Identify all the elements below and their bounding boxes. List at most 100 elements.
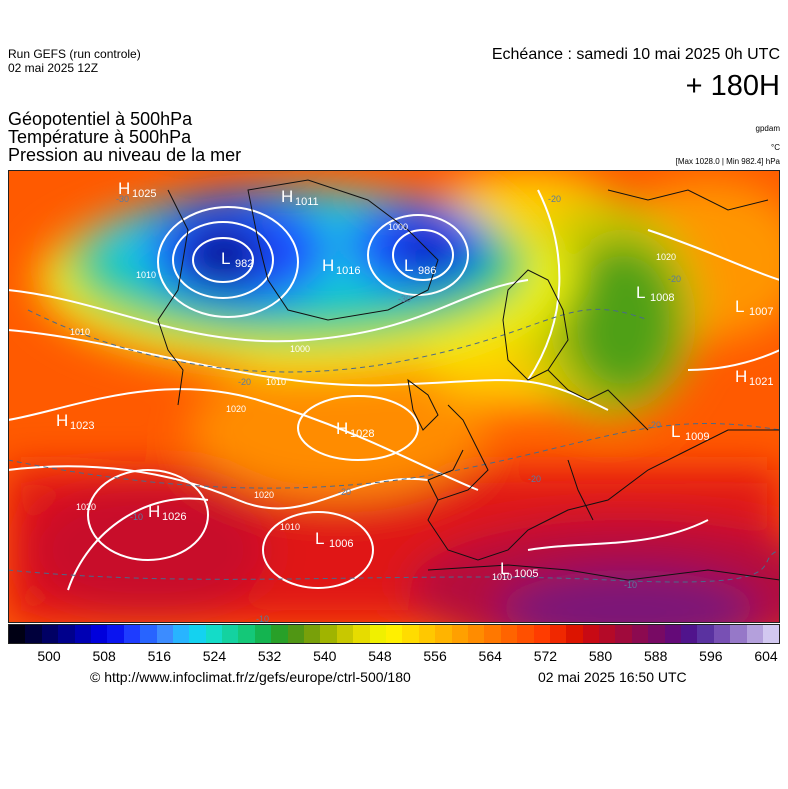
colorbar-swatch [320, 625, 337, 643]
colorbar-swatch [615, 625, 632, 643]
temp-label: -20 [668, 274, 681, 284]
svg-text:L: L [315, 529, 324, 548]
svg-text:1007: 1007 [749, 306, 773, 318]
svg-text:H: H [148, 502, 160, 521]
svg-text:H: H [56, 411, 68, 430]
temp-label: -30 [116, 194, 129, 204]
colorbar-tick-label: 556 [423, 648, 447, 664]
colorbar-tick-label: 540 [313, 648, 337, 664]
colorbar-swatch [435, 625, 452, 643]
colorbar-swatch [697, 625, 714, 643]
temp-label: -10 [130, 512, 143, 522]
svg-text:1006: 1006 [329, 538, 353, 550]
colorbar-tick-label: 532 [257, 648, 282, 664]
center-h-1016: H 1016 [322, 256, 360, 277]
isobar-label: 1010 [70, 327, 90, 337]
colorbar-swatch [648, 625, 665, 643]
svg-text:H: H [336, 419, 348, 438]
svg-text:L: L [671, 422, 680, 441]
colorbar-swatch [517, 625, 534, 643]
colorbar-tick-label: 524 [202, 648, 227, 664]
isobar-label: 1000 [290, 344, 310, 354]
temperature-value-labels: -30 -20 -20 -20 -20 -30 -20 -10 -10 -20 … [116, 194, 681, 623]
colorbar-tick-label: 508 [92, 648, 116, 664]
unit-gpdam: gpdam [755, 124, 780, 133]
lead-time: + 180H [685, 70, 780, 102]
colorbar-swatch [25, 625, 42, 643]
colorbar-swatch [451, 625, 468, 643]
isobar-label: 1020 [254, 490, 274, 500]
colorbar-swatch [369, 625, 386, 643]
colorbar-tick-label: 564 [478, 648, 502, 664]
run-date: 02 mai 2025 12Z [8, 61, 99, 75]
svg-text:1025: 1025 [132, 188, 156, 200]
colorbar-swatch [189, 625, 206, 643]
isobar-label: 1020 [226, 404, 246, 414]
svg-text:1011: 1011 [295, 196, 319, 208]
isobar-label: 1010 [492, 572, 512, 582]
isobar-label: 1020 [656, 252, 676, 262]
colorbar-ticks: 500 508 516 524 532 540 548 556 564 572 580 588 596 6… [8, 648, 780, 668]
center-h-1026: H 1026 [148, 502, 186, 523]
svg-text:986: 986 [418, 265, 436, 277]
isobars [8, 189, 780, 591]
colorbar-swatch [418, 625, 436, 643]
colorbar-swatch [74, 625, 91, 643]
colorbar-swatch [533, 625, 550, 643]
isobar-label: 1010 [266, 377, 286, 387]
colorbar-swatch [582, 625, 600, 643]
center-h-1023: H 1023 [56, 411, 94, 432]
run-name: Run GEFS (run controle) [8, 47, 141, 61]
isobar-label: 1010 [280, 522, 300, 532]
map-titles: Géopotentiel à 500hPa Température à 500h… [8, 110, 241, 164]
colorbar-swatch [123, 625, 141, 643]
svg-text:1008: 1008 [650, 292, 674, 304]
center-h-1025: H 1025 [118, 179, 156, 200]
center-l-1009: L 1009 [671, 422, 709, 443]
colorbar-swatch [681, 625, 698, 643]
center-h-1028: H 1028 [336, 419, 374, 440]
isobar-label: 1000 [388, 222, 408, 232]
temp-label: -20 [338, 487, 351, 497]
svg-text:L: L [735, 297, 744, 316]
colorbar [8, 624, 780, 644]
svg-text:982: 982 [235, 258, 253, 270]
svg-text:1009: 1009 [685, 431, 709, 443]
center-h-1011: H 1011 [281, 187, 319, 208]
colorbar-tick-label: 588 [644, 648, 668, 664]
colorbar-tick-label: 604 [754, 648, 778, 664]
svg-text:H: H [735, 367, 747, 386]
colorbar-swatch [304, 625, 321, 643]
colorbar-swatch [730, 625, 747, 643]
isobar-value-labels: 1010 1000 1020 1010 1010 1000 1020 1020 … [70, 222, 676, 582]
copyright-source: © http://www.infoclimat.fr/z/gefs/europe… [90, 669, 411, 685]
map-frame [8, 170, 780, 623]
colorbar-swatch [664, 625, 682, 643]
center-l-1005: L 1005 [500, 559, 538, 580]
colorbar-swatch [205, 625, 223, 643]
title-temperature: Température à 500hPa [8, 127, 192, 147]
colorbar-swatch [271, 625, 288, 643]
svg-text:H: H [281, 187, 293, 206]
center-l-1008: L 1008 [636, 283, 674, 304]
colorbar-tick-label: 596 [699, 648, 723, 664]
colorbar-tick-label: 572 [533, 648, 558, 664]
svg-text:H: H [322, 256, 334, 275]
isobar-label: 1020 [76, 502, 96, 512]
colorbar-swatch [58, 625, 75, 643]
svg-text:1028: 1028 [350, 428, 374, 440]
temp-label: -30 [398, 294, 411, 304]
center-l-982: L 982 [221, 249, 253, 270]
svg-text:L: L [500, 559, 509, 578]
generated-time: 02 mai 2025 16:50 UTC [538, 669, 687, 685]
center-h-1021: H 1021 [735, 367, 773, 388]
colorbar-swatch [353, 625, 370, 643]
geopotential-field [8, 170, 780, 623]
colorbar-swatch [156, 625, 173, 643]
colorbar-swatch [238, 625, 255, 643]
svg-text:H: H [118, 179, 130, 198]
svg-text:L: L [636, 283, 645, 302]
run-info: Run GEFS (run controle) 02 mai 2025 12Z [8, 47, 141, 75]
colorbar-swatch [90, 625, 108, 643]
title-pressure: Pression au niveau de la mer [8, 145, 242, 165]
